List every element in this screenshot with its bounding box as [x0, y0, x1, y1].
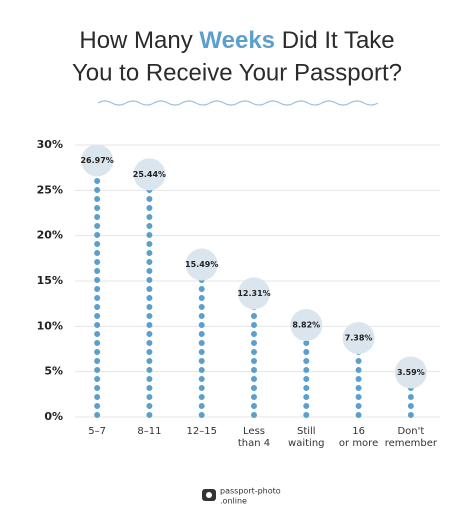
- y-tick-label: 25%: [37, 183, 63, 196]
- x-tick-label: remember: [385, 438, 438, 449]
- y-tick-label: 30%: [37, 138, 63, 151]
- y-tick-label: 20%: [37, 229, 63, 242]
- x-tick-label: Still: [297, 426, 316, 437]
- value-label: 15.49%: [185, 260, 218, 269]
- value-label: 8.82%: [292, 321, 320, 330]
- y-tick-label: 15%: [37, 274, 63, 287]
- brand-name: passport-photo: [220, 487, 281, 496]
- y-tick-label: 5%: [44, 365, 63, 378]
- value-badge: [81, 144, 114, 177]
- title-part: How Many: [79, 27, 192, 54]
- value-badge: [185, 248, 218, 281]
- x-tick-label: 5–7: [88, 426, 106, 437]
- chart-title-line: You to Receive Your Passport?: [72, 59, 402, 86]
- value-badge: [342, 322, 375, 355]
- value-badge: [133, 158, 166, 191]
- x-tick-label: Less: [243, 426, 265, 437]
- x-tick-label: 12–15: [186, 426, 216, 437]
- wave-divider: [97, 100, 379, 106]
- value-label: 25.44%: [133, 170, 166, 179]
- brand-suffix: .online: [220, 497, 247, 506]
- y-tick-label: 0%: [44, 410, 63, 423]
- y-tick-label: 10%: [37, 319, 63, 332]
- value-label: 12.31%: [237, 289, 270, 298]
- value-badge: [290, 309, 323, 342]
- value-label: 3.59%: [397, 368, 425, 377]
- value-label: 26.97%: [80, 156, 113, 165]
- brand-logo: passport-photo .online: [202, 487, 281, 506]
- x-tick-label: 16: [352, 426, 365, 437]
- x-tick-label: Don't: [397, 426, 424, 437]
- x-tick-label: than 4: [238, 438, 270, 449]
- x-tick-label: 8–11: [137, 426, 161, 437]
- title-highlight: Weeks: [199, 27, 275, 54]
- value-badge: [238, 277, 270, 310]
- logo-lens: [206, 492, 212, 498]
- chart-title: How Many Weeks Did It Take: [79, 27, 394, 54]
- x-tick-label: waiting: [288, 438, 324, 449]
- x-tick-label: or more: [339, 438, 378, 449]
- value-badge: [394, 356, 427, 389]
- title-part: Did It Take: [282, 27, 395, 54]
- value-label: 7.38%: [345, 334, 373, 343]
